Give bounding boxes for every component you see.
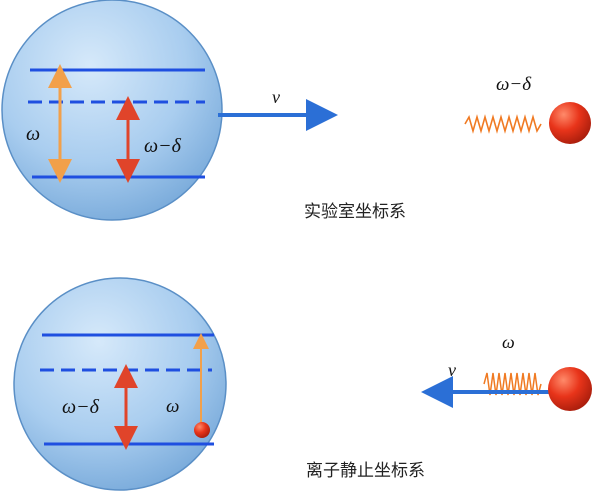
lab-frame-panel: ω ω−δ v ω−δ 实验室坐标系	[1, 0, 591, 222]
lab-frame-caption: 实验室坐标系	[304, 202, 406, 222]
lab-ion	[549, 102, 591, 144]
ion-frame-detuned-label: ω−δ	[62, 396, 100, 418]
ion-frame-ion	[548, 367, 592, 411]
ion-frame-photon-label: ω	[502, 332, 515, 352]
ion-frame-velocity-label: v	[448, 360, 456, 380]
lab-omega-label: ω	[26, 123, 40, 145]
lab-detuned-label: ω−δ	[144, 135, 182, 157]
lab-atom-sphere	[1, 0, 223, 221]
lab-photon-label: ω−δ	[496, 74, 532, 95]
ion-frame-omega-label: ω	[166, 396, 179, 417]
ion-frame-atom-sphere	[13, 277, 227, 491]
ion-frame-panel: ω−δ ω ω v 离子静止坐标系	[13, 277, 592, 491]
ion-frame-electron	[194, 422, 210, 438]
lab-photon-wave	[464, 114, 542, 134]
ion-frame-caption: 离子静止坐标系	[306, 461, 425, 481]
lab-velocity-label: v	[272, 87, 280, 107]
